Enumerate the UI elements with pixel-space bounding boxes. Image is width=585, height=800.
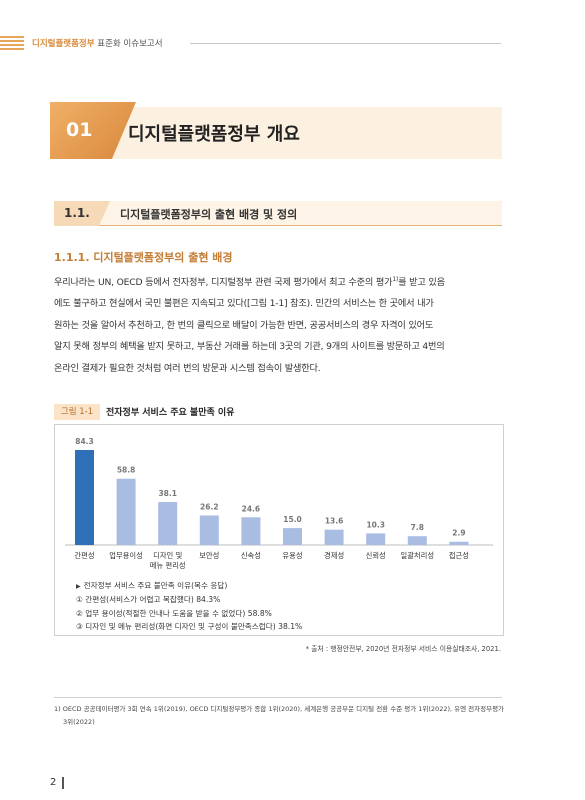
chart-data-label: 38.1 (158, 489, 177, 498)
header-divider (190, 43, 501, 44)
figure-source: * 출처 : 행정안전부, 2020년 전자정부 서비스 이용실태조사, 202… (305, 645, 501, 653)
footnote-divider (54, 697, 502, 698)
figure-title: 전자정부 서비스 주요 불만족 이유 (106, 408, 235, 418)
body-line: 우리나라는 UN, OECD 등에서 전자정부, 디지털정부 관련 국제 평가에… (54, 276, 445, 289)
subsection-title: 1.1.1. 디지털플랫폼정부의 출현 배경 (54, 251, 233, 264)
chart-bar (116, 478, 136, 545)
section-number: 1.1. (64, 206, 90, 220)
page-number-bar (62, 777, 64, 789)
body-line: 원하는 것을 알아서 추천하고, 한 번의 클릭으로 배달이 가능한 반면, 공… (54, 319, 434, 331)
chart-bar (407, 536, 427, 545)
chart-bar (158, 502, 178, 545)
section-number-badge: 1.1. (54, 201, 110, 226)
chart-data-label: 2.9 (452, 529, 465, 538)
note-item: ② 업무 용이성(적절한 안내나 도움을 받을 수 없었다) 58.8% (76, 608, 272, 618)
chart-data-label: 58.8 (117, 466, 136, 475)
chart-category-label: 유용성 (282, 551, 302, 560)
section-title: 디지털플랫폼정부의 출현 배경 및 정의 (120, 208, 298, 221)
body-line: 알지 못해 정부의 혜택을 받지 못하고, 부동산 거래를 하는데 3곳의 기관… (54, 341, 445, 353)
footnote: 1) OECD 공공데이터평가 3회 연속 1위(2019), OECD 디지털… (54, 703, 514, 729)
chart-category-label: 디자인 및 (153, 551, 182, 560)
body-line: 온라인 결제가 필요한 것처럼 여러 번의 방문과 시스템 접속이 발생한다. (54, 362, 321, 374)
body-line: 에도 불구하고 현실에서 국민 불편은 지속되고 있다([그림 1-1] 참조)… (54, 298, 434, 310)
chart-bar (75, 450, 94, 545)
chart-bar (324, 529, 344, 545)
chart-category-label: 경제성 (324, 551, 344, 560)
running-header: 디지털플랫폼정부 표준화 이슈보고서 (32, 37, 163, 49)
chart-data-label: 24.6 (242, 504, 261, 513)
chart-bar (366, 533, 386, 545)
chart-data-label: 26.2 (200, 502, 219, 511)
section-bar (54, 201, 502, 226)
chart-category-label: 일괄처리성 (401, 551, 435, 560)
footnote-ref[interactable]: 1) (392, 276, 399, 283)
notes-heading: ▶ 전자정부 서비스 주요 불만족 이유(복수 응답) (76, 581, 228, 590)
chapter-number: 01 (66, 119, 93, 141)
chart-category-label: 신속성 (241, 551, 261, 560)
bar-chart: 84.3 간편성 58.8 업무용이성 38.1 디자인 및메뉴 편리성 26.2 보안성 24… (65, 437, 493, 570)
body-paragraph: 우리나라는 UN, OECD 등에서 전자정부, 디지털정부 관련 국제 평가에… (54, 269, 502, 379)
chart-data-label: 10.3 (366, 520, 385, 529)
chart-data-label: 13.6 (325, 517, 344, 526)
figure-label: 그림 1-1 (54, 404, 100, 420)
chart-data-label: 15.0 (283, 515, 302, 524)
chart-bar (283, 528, 302, 545)
chart-category-label: 보안성 (199, 551, 219, 560)
footnote-line: 3위(2022) (63, 718, 95, 726)
note-item: ① 간편성(서비스가 어렵고 복잡했다) 84.3% (76, 595, 221, 605)
triangle-bullet-icon: ▶ (76, 583, 81, 590)
chapter-title: 디지털플랫폼정부 개요 (128, 124, 300, 145)
chart-notes: ▶ 전자정부 서비스 주요 불만족 이유(복수 응답) ① 간편성(서비스가 어렵… (76, 579, 302, 634)
page-number: 2 (50, 777, 57, 788)
chart-bar (199, 515, 219, 545)
chart-bar (449, 541, 469, 545)
chart-category-label: 업무용이성 (109, 551, 143, 560)
chart-container: 84.3 간편성 58.8 업무용이성 38.1 디자인 및 메뉴 편리성 26.2 보안성 24… (54, 424, 504, 636)
header-stripes-decoration (0, 36, 24, 52)
note-item: ③ 디자인 및 메뉴 편리성(화면 디자인 및 구성이 불만족스럽다) 38.1… (76, 622, 303, 632)
chart-data-label: 7.8 (411, 523, 424, 532)
header-subtitle: 표준화 이슈보고서 (97, 39, 163, 49)
footnote-line: 1) OECD 공공데이터평가 3회 연속 1위(2019), OECD 디지털… (54, 705, 505, 713)
chart-bar (241, 517, 261, 545)
chart-category-label: 메뉴 편리성 (150, 561, 186, 570)
chart-data-label: 84.3 (75, 437, 94, 446)
chart-category-label: 접근성 (449, 551, 469, 560)
header-brand: 디지털플랫폼정부 (32, 39, 95, 49)
chapter-band (62, 107, 502, 159)
chart-category-label: 간편성 (74, 551, 94, 560)
chart-category-label: 신뢰성 (366, 551, 386, 560)
